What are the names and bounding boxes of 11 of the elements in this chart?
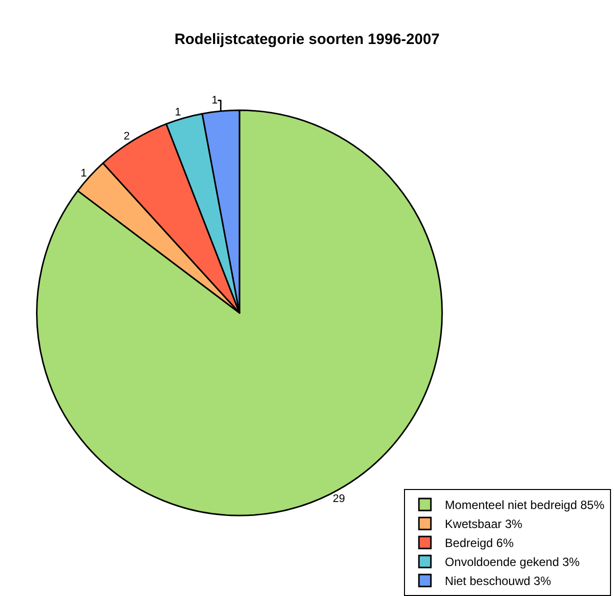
- data-label: 1: [80, 168, 87, 180]
- legend-label: Momenteel niet bedreigd 85%: [444, 498, 605, 512]
- chart-title: Rodelijstcategorie soorten 1996-2007: [174, 30, 440, 48]
- data-label: 1: [212, 94, 218, 106]
- legend-label: Niet beschouwd 3%: [444, 574, 552, 588]
- data-label: 1: [174, 106, 182, 118]
- data-label: 29: [332, 493, 346, 506]
- legend-label: Onvoldoende gekend 3%: [444, 555, 580, 570]
- data-label: 2: [124, 130, 130, 142]
- legend-label: Bedreigd 6%: [444, 536, 514, 550]
- legend-label: Kwetsbaar 3%: [444, 517, 523, 532]
